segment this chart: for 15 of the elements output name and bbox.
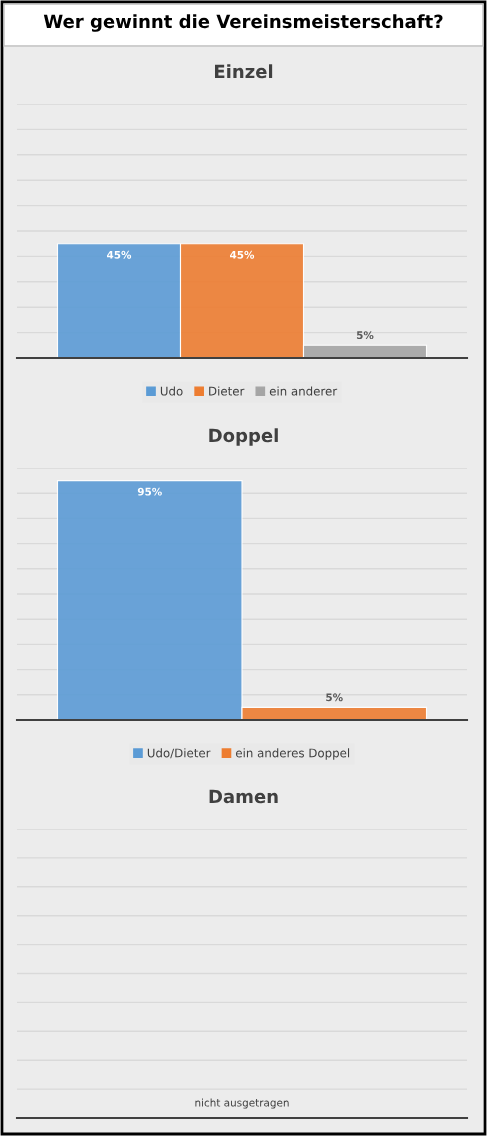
chart-subtitle: Einzel [215,64,273,79]
chart-title: Wer gewinnt die Vereinsmeisterschaft? [43,14,443,32]
legend-label: Udo [160,386,183,396]
legend-label: ein anderes Doppel [235,748,350,760]
data-label: 5% [326,693,343,702]
text: nicht ausgetragen [195,1098,289,1109]
chart-title: Doppel [209,428,278,446]
legend-label: ein anderer [269,386,338,396]
data-label: 5% [356,331,374,340]
data-label: 95% [137,487,162,496]
data-label: 45% [230,250,255,259]
legend-label: Udo/Dieter [147,748,211,759]
legend-label: Dieter [209,386,245,396]
data-label: 45% [107,250,132,259]
text: Damen [209,789,278,804]
